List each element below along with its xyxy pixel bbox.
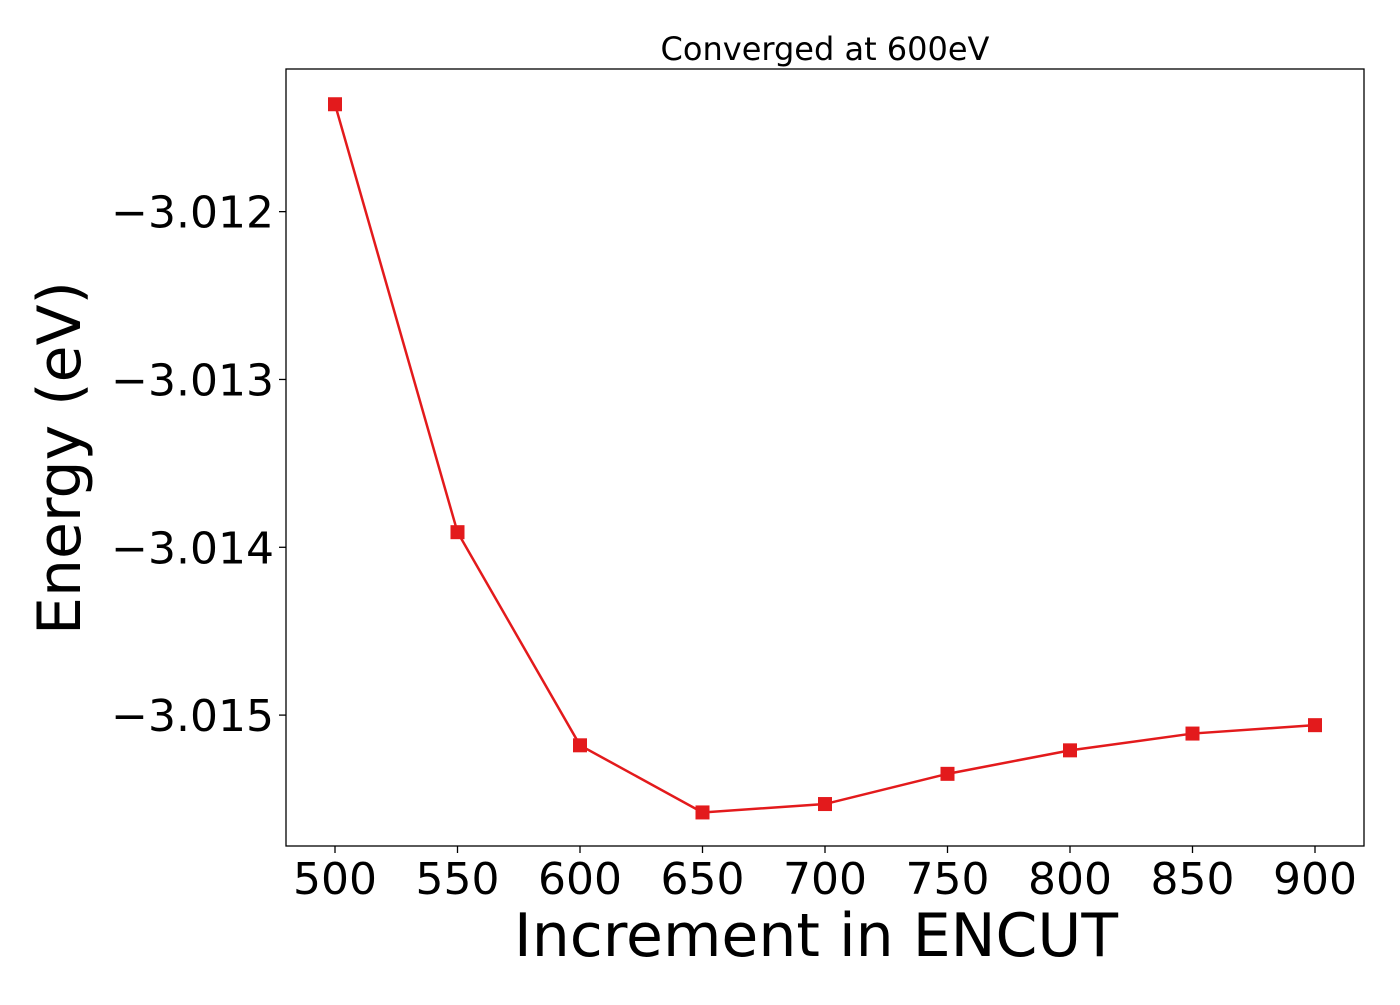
chart-title: Converged at 600eV xyxy=(661,30,990,68)
series-line xyxy=(333,103,1316,814)
y-axis-label: Energy (eV) xyxy=(25,281,95,635)
x-tick-label: 700 xyxy=(783,854,867,905)
data-point-marker xyxy=(695,805,710,820)
series-layer xyxy=(328,97,1322,820)
x-tick-label: 850 xyxy=(1151,854,1235,905)
data-point-marker xyxy=(1308,718,1322,733)
x-tick-label: 650 xyxy=(661,854,745,905)
y-tick-label: −3.013 xyxy=(111,355,274,406)
x-tick-label: 750 xyxy=(906,854,990,905)
x-tick-label: 900 xyxy=(1273,854,1357,905)
data-point-marker xyxy=(450,525,465,540)
data-point-marker xyxy=(940,766,955,781)
x-tick-label: 800 xyxy=(1028,854,1112,905)
data-point-marker xyxy=(328,97,342,112)
plot-area-frame xyxy=(285,68,1365,847)
x-tick-label: 550 xyxy=(416,854,500,905)
x-axis: 500 550 600 650 700 750 800 850 900 xyxy=(293,846,1357,905)
y-tick-label: −3.014 xyxy=(111,523,274,574)
x-axis-label: Increment in ENCUT xyxy=(514,901,1118,971)
y-axis: −3.012 −3.013 −3.014 −3.015 xyxy=(111,188,286,742)
y-tick-label: −3.015 xyxy=(111,691,274,742)
x-tick-label: 500 xyxy=(293,854,377,905)
y-tick-label: −3.012 xyxy=(111,188,274,239)
data-point-marker xyxy=(573,738,587,753)
data-point-marker xyxy=(1063,743,1077,758)
x-tick-label: 600 xyxy=(538,854,622,905)
data-point-marker xyxy=(818,797,832,812)
data-point-marker xyxy=(1185,726,1200,741)
